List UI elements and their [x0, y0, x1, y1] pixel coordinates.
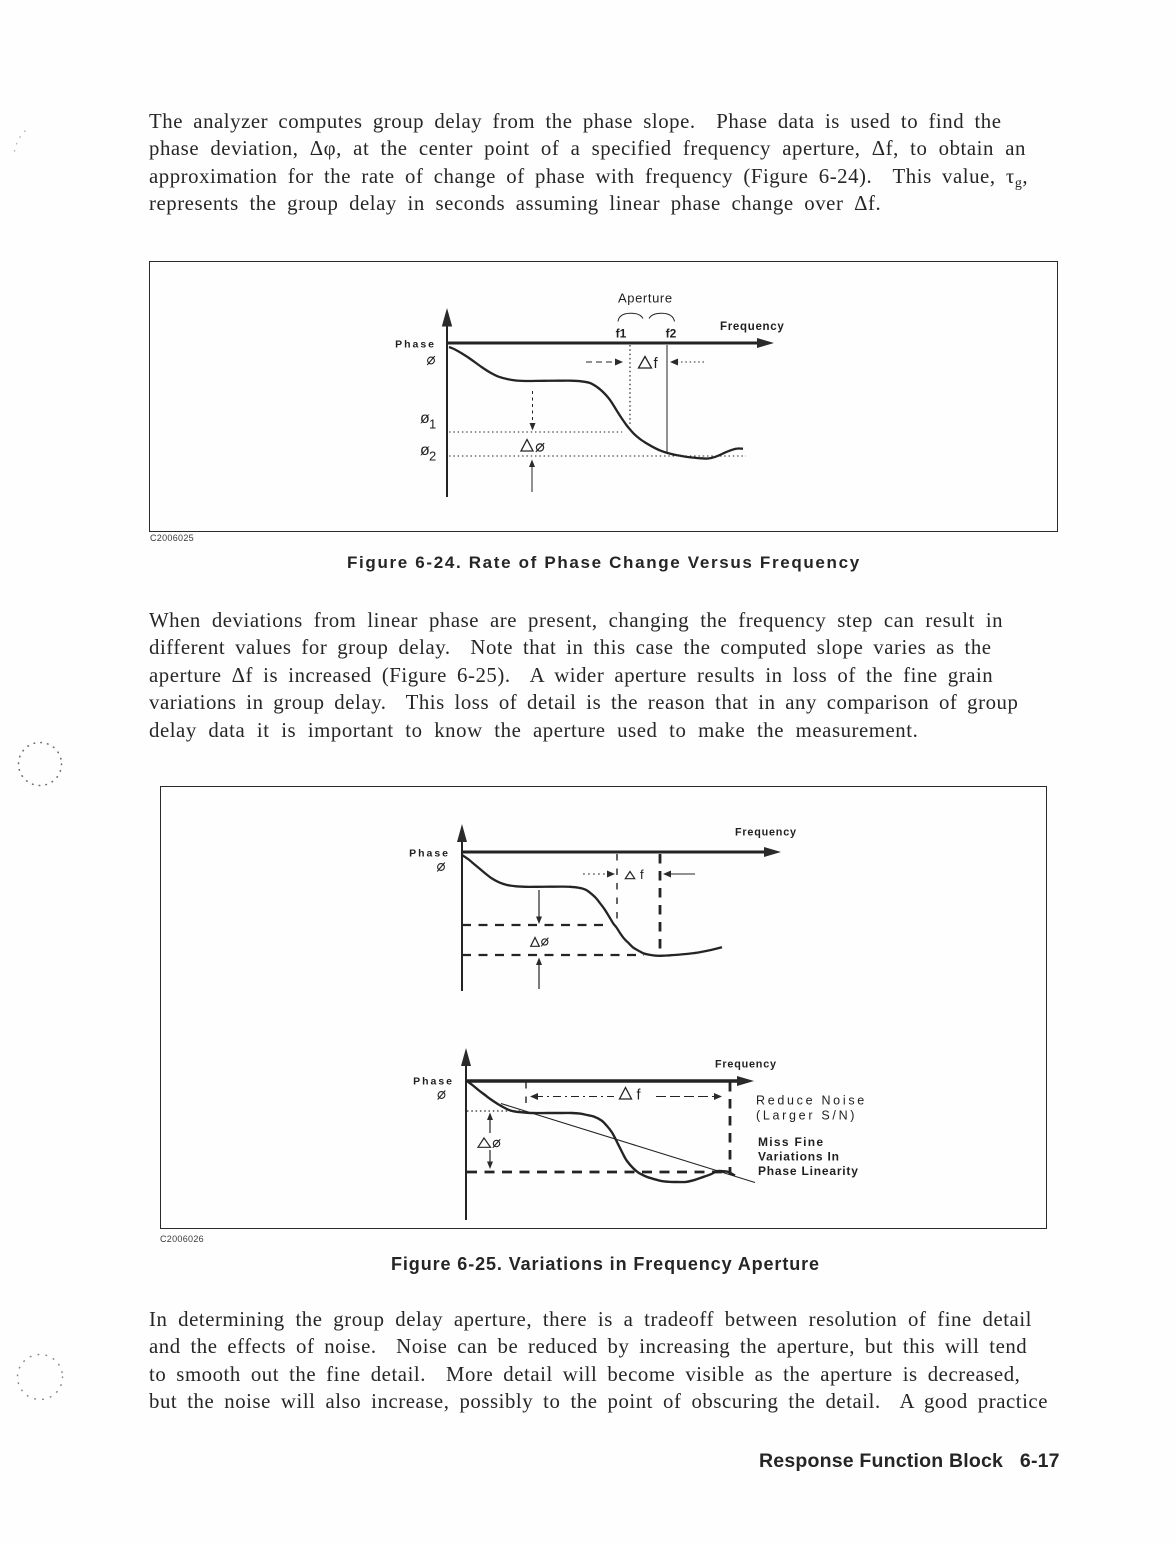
svg-text:Phase: Phase — [409, 848, 450, 860]
svg-text:Frequency: Frequency — [715, 1059, 777, 1071]
svg-text:f: f — [640, 867, 644, 882]
svg-text:(Larger S/N): (Larger S/N) — [756, 1109, 857, 1123]
svg-text:Variations In: Variations In — [758, 1150, 840, 1164]
svg-text:1: 1 — [429, 417, 436, 432]
svg-text:f2: f2 — [666, 327, 677, 341]
svg-text:2: 2 — [429, 449, 436, 464]
svg-text:Reduce Noise: Reduce Noise — [756, 1094, 867, 1108]
svg-text:ø: ø — [420, 410, 430, 427]
svg-text:Miss Fine: Miss Fine — [758, 1135, 824, 1149]
svg-text:Phase: Phase — [413, 1076, 454, 1088]
svg-text:f: f — [637, 1088, 642, 1104]
svg-text:ø: ø — [420, 442, 430, 459]
svg-text:Phase Linearity: Phase Linearity — [758, 1164, 859, 1178]
svg-text:Frequency: Frequency — [720, 321, 784, 333]
svg-text:Phase: Phase — [395, 339, 436, 351]
svg-text:f: f — [654, 355, 659, 372]
svg-text:f1: f1 — [616, 327, 627, 341]
svg-text:Frequency: Frequency — [735, 827, 797, 839]
svg-text:Aperture: Aperture — [618, 291, 673, 306]
